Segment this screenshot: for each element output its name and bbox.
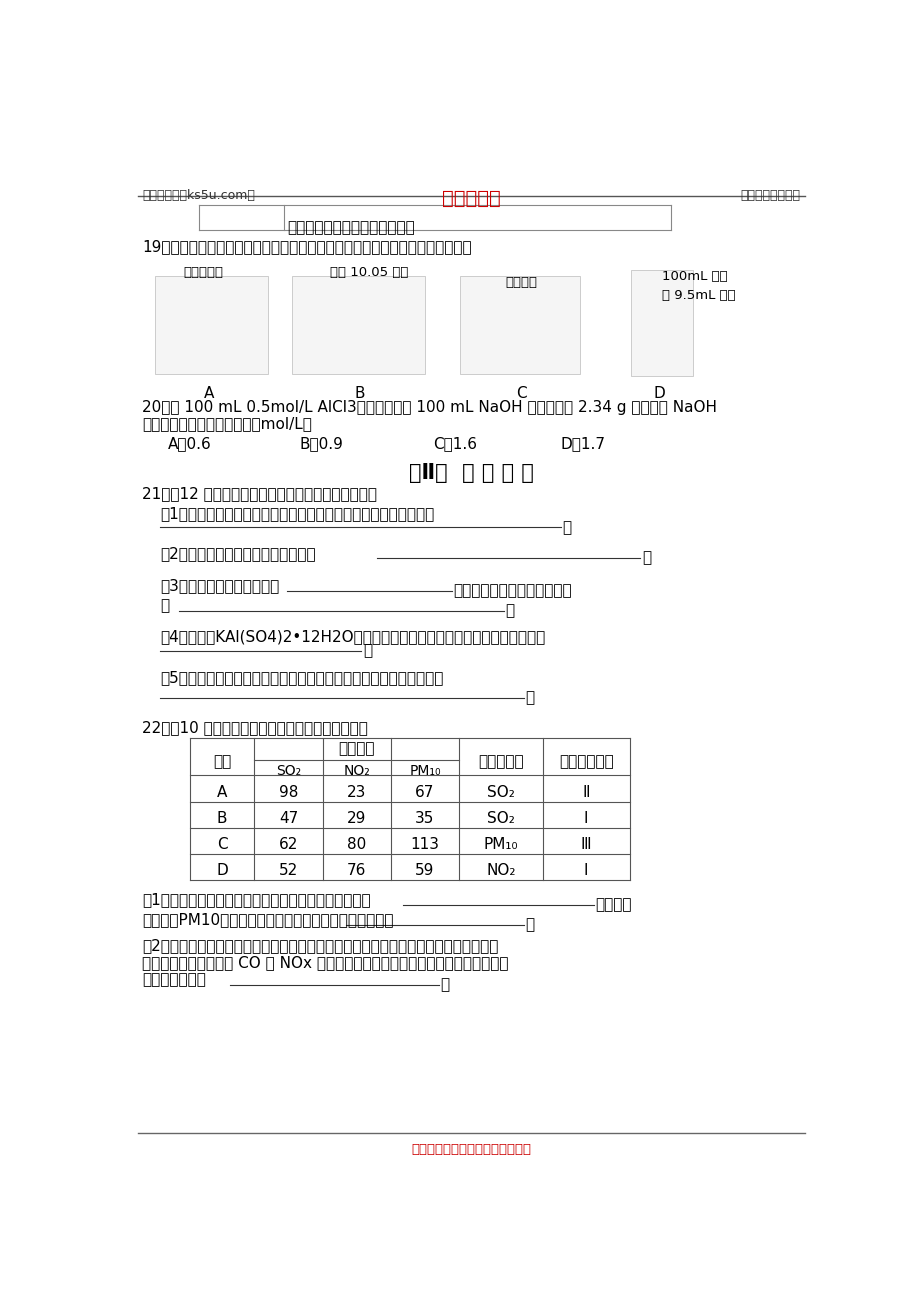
Text: 首要污染物: 首要污染物 bbox=[478, 754, 523, 769]
Text: 溶液物质的量浓度是（单位：mol/L）: 溶液物质的量浓度是（单位：mol/L） bbox=[142, 417, 312, 431]
Text: SO₂: SO₂ bbox=[486, 811, 515, 825]
Text: NO₂: NO₂ bbox=[485, 863, 516, 879]
Text: B．0.9: B．0.9 bbox=[299, 436, 343, 452]
Text: （2）汽车尾气则是城市大气中氮氧化物的主要来源之一。治理方法之一是在汽车排气管: （2）汽车尾气则是城市大气中氮氧化物的主要来源之一。治理方法之一是在汽车排气管 bbox=[142, 939, 498, 953]
Text: 污染指数: 污染指数 bbox=[338, 742, 375, 756]
Text: 62: 62 bbox=[278, 837, 298, 852]
Text: 35: 35 bbox=[414, 811, 434, 825]
Text: ；: ； bbox=[641, 551, 651, 565]
Text: A: A bbox=[204, 385, 214, 401]
Text: 。: 。 bbox=[525, 917, 534, 932]
Text: B: B bbox=[217, 811, 227, 825]
Text: （1）氢氧化亚铁放置于空气中，颜色发生改变，有关化学方程式：: （1）氢氧化亚铁放置于空气中，颜色发生改变，有关化学方程式： bbox=[160, 505, 434, 521]
Text: A．0.6: A．0.6 bbox=[167, 436, 211, 452]
Bar bbox=[460, 276, 579, 374]
Text: 第Ⅱ卷  非 选 择 题: 第Ⅱ卷 非 选 择 题 bbox=[409, 462, 533, 483]
Text: 52: 52 bbox=[278, 863, 298, 879]
Text: 80: 80 bbox=[346, 837, 366, 852]
Text: 59: 59 bbox=[414, 863, 434, 879]
Text: （1）由上表可知，空气质量日报中涉及的污染物主要是: （1）由上表可知，空气质量日报中涉及的污染物主要是 bbox=[142, 892, 370, 907]
Text: Ⅰ: Ⅰ bbox=[584, 863, 588, 879]
Text: 您身边的高考专家: 您身边的高考专家 bbox=[740, 189, 800, 202]
Text: 和可吸入: 和可吸入 bbox=[595, 897, 631, 911]
Text: 高考资源网（ks5u.com）: 高考资源网（ks5u.com） bbox=[142, 189, 255, 202]
Text: C: C bbox=[216, 837, 227, 852]
Text: Ⅱ: Ⅱ bbox=[582, 785, 589, 799]
Text: ，它与盐酸反应的离子方程式: ，它与盐酸反应的离子方程式 bbox=[453, 583, 572, 598]
Bar bbox=[155, 276, 267, 374]
Text: C．1.6: C．1.6 bbox=[432, 436, 476, 452]
Text: （2）小苏打溶于水，其电离方程式：: （2）小苏打溶于水，其电离方程式： bbox=[160, 546, 315, 561]
Text: 高考资源网: 高考资源网 bbox=[442, 189, 500, 207]
Text: PM₁₀: PM₁₀ bbox=[409, 764, 440, 779]
Text: 29: 29 bbox=[346, 811, 366, 825]
Text: ；: ； bbox=[363, 643, 371, 658]
Text: （5）工业上制取漂白液，有关离子方程式并用双线桥标明电子得失：: （5）工业上制取漂白液，有关离子方程式并用双线桥标明电子得失： bbox=[160, 671, 443, 686]
Text: 颗粒物（PM10）；四座城市中，最容易出现酸雨的城市是: 颗粒物（PM10）；四座城市中，最容易出现酸雨的城市是 bbox=[142, 913, 393, 927]
Text: SO₂: SO₂ bbox=[276, 764, 301, 779]
Text: （3）铁红中铁的化合价为：: （3）铁红中铁的化合价为： bbox=[160, 578, 278, 594]
Text: D．1.7: D．1.7 bbox=[560, 436, 605, 452]
Text: PM₁₀: PM₁₀ bbox=[483, 837, 517, 852]
Text: 空气质量等级: 空气质量等级 bbox=[558, 754, 613, 769]
Text: 量 9.5mL 液体: 量 9.5mL 液体 bbox=[662, 289, 735, 302]
Text: Ⅲ: Ⅲ bbox=[580, 837, 591, 852]
Text: 上加装催化转化器，使 CO 与 NOx 反应生成可参与大气生态环境循环的无毒气体，: 上加装催化转化器，使 CO 与 NOx 反应生成可参与大气生态环境循环的无毒气体… bbox=[142, 956, 508, 970]
Text: 液体加热: 液体加热 bbox=[505, 276, 537, 289]
Text: 为: 为 bbox=[160, 598, 169, 613]
Text: 19．实验是研究化学的基础，下图中所示的实验方法、装置或操作完全正确的是: 19．实验是研究化学的基础，下图中所示的实验方法、装置或操作完全正确的是 bbox=[142, 240, 471, 254]
Text: 。: 。 bbox=[440, 976, 449, 992]
Text: 76: 76 bbox=[346, 863, 366, 879]
Text: D: D bbox=[653, 385, 665, 401]
Text: 98: 98 bbox=[278, 785, 298, 799]
Text: D: D bbox=[216, 863, 228, 879]
Text: ；: ； bbox=[505, 603, 514, 618]
Text: 城市: 城市 bbox=[212, 754, 231, 769]
Text: （4）明矾［KAl(SO4)2•12H2O］能净水是由于其溶于水后生成了（写化学式）: （4）明矾［KAl(SO4)2•12H2O］能净水是由于其溶于水后生成了（写化学… bbox=[160, 629, 545, 644]
Text: A: A bbox=[217, 785, 227, 799]
Text: ；: ； bbox=[562, 519, 571, 535]
Text: 色后的品红溶液，溶液恢复红色: 色后的品红溶液，溶液恢复红色 bbox=[287, 220, 414, 236]
Text: 100mL 量筒: 100mL 量筒 bbox=[662, 271, 727, 284]
Text: 。: 。 bbox=[525, 690, 534, 706]
Text: 47: 47 bbox=[278, 811, 298, 825]
Text: 22．（10 分）下表是部分城市某日空气质量日报：: 22．（10 分）下表是部分城市某日空气质量日报： bbox=[142, 720, 368, 734]
Text: 高考资源网版权所有，侵权必究！: 高考资源网版权所有，侵权必究！ bbox=[411, 1143, 531, 1156]
Text: SO₂: SO₂ bbox=[486, 785, 515, 799]
Text: 113: 113 bbox=[410, 837, 439, 852]
Bar bbox=[630, 271, 692, 376]
Text: Ⅰ: Ⅰ bbox=[584, 811, 588, 825]
Text: C: C bbox=[516, 385, 526, 401]
Text: 点燃酒精灯: 点燃酒精灯 bbox=[183, 267, 223, 280]
Text: 23: 23 bbox=[346, 785, 366, 799]
Text: B: B bbox=[354, 385, 365, 401]
Text: 称量 10.05 固体: 称量 10.05 固体 bbox=[330, 267, 408, 280]
Text: NO₂: NO₂ bbox=[343, 764, 369, 779]
Text: 67: 67 bbox=[414, 785, 434, 799]
Text: 这些无毒气体是: 这些无毒气体是 bbox=[142, 973, 206, 987]
Text: 20．在 100 mL 0.5mol/L AlCl3溶液中，加入 100 mL NaOH 溶液，得到 2.34 g 沉淀。则 NaOH: 20．在 100 mL 0.5mol/L AlCl3溶液中，加入 100 mL … bbox=[142, 400, 716, 414]
Bar bbox=[291, 276, 425, 374]
Text: 21．（12 分）用适当的化学用语来表示下列反应原理: 21．（12 分）用适当的化学用语来表示下列反应原理 bbox=[142, 486, 377, 501]
